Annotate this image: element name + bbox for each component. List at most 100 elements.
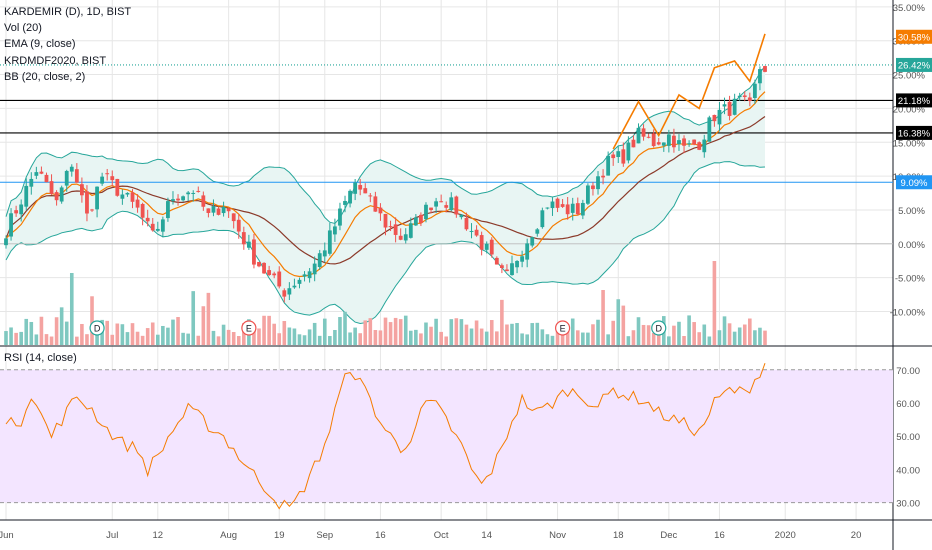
- legend-symbol[interactable]: KARDEMIR (D), 1D, BIST: [4, 6, 132, 18]
- candle-body: [140, 203, 145, 218]
- candle-body: [606, 155, 611, 176]
- candle-body: [287, 288, 292, 295]
- candle-body: [469, 230, 474, 232]
- candle-body: [591, 185, 595, 190]
- candle-body: [95, 186, 99, 210]
- volume-bar: [262, 315, 266, 345]
- price-axis[interactable]: 35.00%30.00%25.00%20.00%15.00%10.00%5.00…: [890, 3, 926, 510]
- candle-body: [565, 204, 570, 215]
- volume-bar: [388, 322, 393, 345]
- rsi-tick: 60.00: [896, 399, 920, 410]
- time-tick: Dec: [660, 530, 677, 541]
- candles: [4, 65, 767, 303]
- candle-body: [317, 253, 322, 268]
- volume-bar: [682, 335, 686, 345]
- volume-bar: [130, 323, 135, 345]
- volume-bar: [596, 319, 600, 345]
- candle-body: [322, 250, 327, 257]
- legend-bb[interactable]: BB (20, close, 2): [4, 70, 86, 83]
- price-tick: 25.00%: [893, 71, 926, 82]
- volume-bar: [748, 318, 752, 345]
- volume-bar: [763, 330, 767, 345]
- candle-body: [727, 101, 732, 116]
- volume-bar: [535, 322, 540, 345]
- candle-body: [64, 170, 69, 186]
- candle-body: [206, 208, 211, 213]
- volume-bar: [555, 328, 560, 345]
- volume-bar: [393, 317, 398, 345]
- candle-body: [120, 194, 125, 199]
- candle-body: [49, 181, 54, 195]
- price-label-bg: [896, 125, 932, 140]
- candle-body: [505, 269, 509, 272]
- time-tick: Jun: [0, 530, 14, 541]
- candle-body: [717, 109, 722, 125]
- volume-bar: [753, 330, 757, 345]
- time-tick: 20: [851, 530, 862, 541]
- legend-compare[interactable]: KRDMDF2020, BIST: [4, 54, 107, 67]
- candle-body: [257, 261, 261, 267]
- volume-bar: [727, 323, 732, 345]
- candle-body: [59, 187, 64, 202]
- volume-bar: [90, 296, 94, 345]
- candle-body: [661, 142, 666, 146]
- time-tick: 16: [375, 530, 386, 541]
- volume-bar: [424, 322, 428, 345]
- candle-body: [621, 149, 626, 164]
- volume-bar: [44, 334, 49, 345]
- horizontal-lines[interactable]: [0, 64, 893, 245]
- candle-body: [697, 142, 702, 150]
- volume-bar: [287, 327, 292, 345]
- candle-body: [54, 192, 59, 201]
- candle-body: [110, 176, 115, 181]
- candle-body: [373, 196, 378, 212]
- candle-body: [520, 256, 525, 262]
- volume-bar: [242, 323, 246, 345]
- rsi-legend[interactable]: RSI (14, close): [4, 352, 77, 364]
- volume-bar: [333, 329, 337, 345]
- rsi-tick: 50.00: [896, 432, 920, 443]
- candle-body: [297, 279, 302, 284]
- price-label-bg: [896, 57, 932, 72]
- time-axis[interactable]: Jun Jul 12 Aug 19 Sep 16 Oct 14 Nov 18 Dec 16 2020 20: [0, 530, 861, 541]
- volume-bar: [19, 331, 23, 345]
- legend-volume[interactable]: Vol (20): [4, 22, 42, 35]
- volume-bar: [383, 317, 388, 345]
- candle-body: [747, 97, 752, 102]
- volume-bar: [24, 318, 29, 345]
- time-tick: 16: [714, 530, 725, 541]
- volume-bar: [515, 323, 519, 345]
- candle-body: [666, 134, 671, 146]
- bb-lower: [5, 161, 766, 325]
- candle-body: [758, 69, 762, 84]
- volume-bar: [353, 327, 357, 345]
- candle-body: [221, 206, 226, 214]
- volume-bar: [140, 335, 145, 345]
- volume-bar: [216, 336, 221, 345]
- candle-body: [413, 217, 418, 226]
- candle-body: [499, 265, 504, 269]
- candle-body: [226, 208, 231, 212]
- compare-line: [612, 33, 766, 150]
- candle-body: [510, 263, 514, 276]
- event-circle: [651, 320, 667, 336]
- volume-bar: [110, 334, 115, 345]
- candle-body: [459, 214, 464, 218]
- volume-bar: [307, 329, 312, 345]
- candle-body: [545, 207, 550, 209]
- candle-body: [626, 142, 631, 161]
- volume-bar: [550, 335, 555, 345]
- price-label-text: 9.09%: [901, 178, 928, 189]
- candle-body: [74, 169, 79, 183]
- rsi-tick: 30.00: [896, 499, 920, 510]
- candle-body: [277, 271, 282, 287]
- candle-body: [403, 234, 408, 241]
- candle-body: [763, 66, 767, 72]
- candle-body: [358, 185, 363, 190]
- volume-bar: [419, 333, 423, 345]
- volume-bar: [120, 324, 125, 345]
- legend-ema[interactable]: EMA (9, close): [4, 38, 76, 51]
- candle-body: [636, 127, 641, 144]
- volume-bar: [358, 333, 362, 345]
